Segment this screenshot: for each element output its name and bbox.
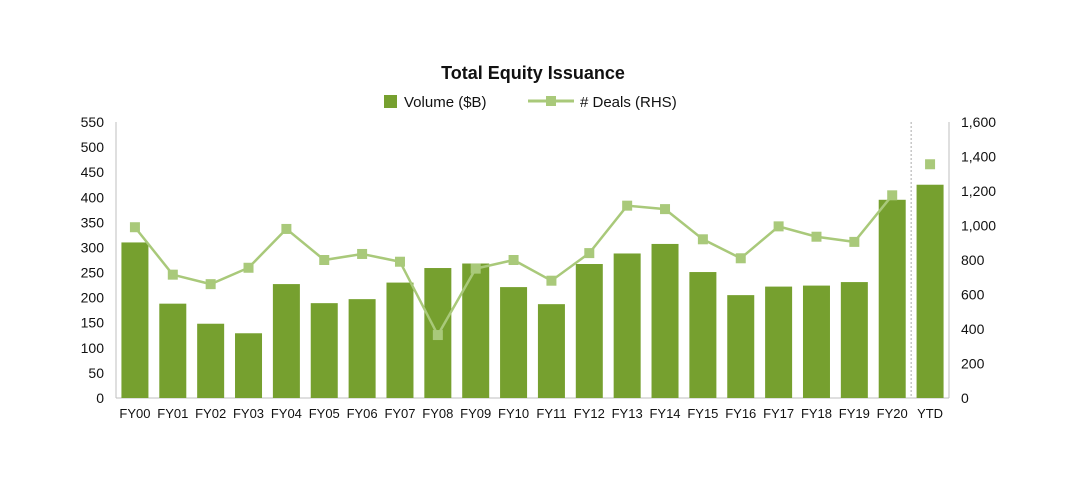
- deals-marker: [887, 190, 898, 201]
- deals-marker: [357, 248, 368, 259]
- right-tick-label: 400: [961, 321, 985, 337]
- volume-bar: [121, 242, 149, 398]
- category-label: FY05: [309, 406, 340, 421]
- category-label: FY17: [763, 406, 794, 421]
- volume-bar: [765, 286, 793, 398]
- volume-bar: [802, 285, 830, 398]
- right-tick-label: 1,400: [961, 149, 996, 165]
- deals-marker: [319, 255, 330, 265]
- right-tick-label: 600: [961, 287, 985, 303]
- volume-bar: [916, 184, 944, 398]
- left-tick-label: 450: [81, 164, 105, 180]
- volume-bar: [159, 303, 187, 398]
- right-tick-label: 1,000: [961, 218, 996, 234]
- left-tick-label: 50: [88, 365, 104, 381]
- volume-bar: [537, 304, 565, 398]
- category-label: FY18: [801, 406, 832, 421]
- legend-volume-swatch: [384, 95, 397, 108]
- volume-bar: [348, 299, 376, 398]
- right-tick-label: 1,600: [961, 114, 996, 130]
- right-axis: 0 200 400 600 800 1,000 1,200 1,400 1,600: [948, 114, 996, 406]
- deals-marker: [811, 231, 822, 242]
- deals-marker: [470, 263, 481, 274]
- deals-marker: [925, 159, 936, 170]
- deals-marker: [129, 222, 140, 233]
- category-label: FY15: [687, 406, 718, 421]
- left-tick-label: 150: [81, 315, 105, 331]
- legend: Volume ($B) # Deals (RHS): [384, 94, 677, 111]
- right-tick-label: 1,200: [961, 183, 996, 199]
- deals-marker: [849, 236, 860, 247]
- deals-marker: [660, 204, 671, 215]
- volume-bar: [689, 272, 717, 398]
- deals-marker: [584, 248, 595, 259]
- category-label: FY20: [877, 406, 908, 421]
- deals-marker: [546, 275, 557, 286]
- category-label: YTD: [917, 406, 943, 421]
- category-label: FY08: [422, 406, 453, 421]
- deals-marker: [735, 253, 746, 264]
- category-label: FY01: [157, 406, 188, 421]
- left-tick-label: 0: [96, 390, 104, 406]
- category-label: FY10: [498, 406, 529, 421]
- legend-deals-marker: [546, 96, 556, 106]
- volume-bar: [575, 264, 603, 398]
- volume-bar: [386, 282, 414, 398]
- right-tick-label: 0: [961, 390, 969, 406]
- deals-marker: [432, 330, 443, 341]
- left-tick-label: 350: [81, 214, 105, 230]
- deals-marker: [622, 200, 633, 211]
- category-label: FY14: [649, 406, 680, 421]
- deals-marker: [281, 223, 292, 234]
- category-label: FY02: [195, 406, 226, 421]
- legend-deals-label: # Deals (RHS): [580, 94, 677, 111]
- deals-marker: [773, 221, 784, 232]
- category-label: FY13: [612, 406, 643, 421]
- category-label: FY07: [384, 406, 415, 421]
- volume-bar: [235, 333, 263, 398]
- volume-bar: [613, 253, 641, 398]
- left-tick-label: 500: [81, 139, 105, 155]
- category-label: FY16: [725, 406, 756, 421]
- chart-title: Total Equity Issuance: [441, 63, 625, 83]
- left-tick-label: 100: [81, 340, 105, 356]
- right-tick-label: 200: [961, 356, 985, 372]
- volume-bar: [310, 303, 338, 398]
- deals-marker: [697, 234, 708, 245]
- left-tick-label: 550: [81, 114, 105, 130]
- category-label: FY09: [460, 406, 491, 421]
- deals-marker: [508, 255, 519, 265]
- deals-series: [129, 159, 936, 341]
- volume-bar: [197, 323, 225, 398]
- deals-marker: [243, 262, 254, 273]
- volume-bar: [727, 295, 755, 398]
- category-label: FY04: [271, 406, 302, 421]
- deals-marker: [394, 256, 405, 267]
- category-label: FY11: [536, 406, 566, 421]
- category-label: FY06: [347, 406, 378, 421]
- right-tick-label: 800: [961, 252, 985, 268]
- category-label: FY03: [233, 406, 264, 421]
- left-tick-label: 250: [81, 265, 105, 281]
- left-tick-label: 300: [81, 239, 105, 255]
- category-label: FY00: [119, 406, 150, 421]
- deals-marker: [205, 279, 216, 290]
- category-labels: FY00 FY01 FY02 FY03 FY04 FY05 FY06 FY07 FY08 FY09…: [119, 406, 943, 421]
- volume-bar: [500, 287, 528, 398]
- volume-bar: [878, 199, 906, 398]
- volume-bar: [272, 284, 300, 398]
- deals-marker: [167, 269, 178, 280]
- legend-volume-label: Volume ($B): [404, 94, 487, 111]
- volume-bar: [840, 282, 868, 398]
- volume-bar: [651, 243, 679, 398]
- volume-bars: [121, 184, 944, 398]
- left-tick-label: 400: [81, 189, 105, 205]
- category-label: FY19: [839, 406, 870, 421]
- category-label: FY12: [574, 406, 605, 421]
- left-tick-label: 200: [81, 290, 105, 306]
